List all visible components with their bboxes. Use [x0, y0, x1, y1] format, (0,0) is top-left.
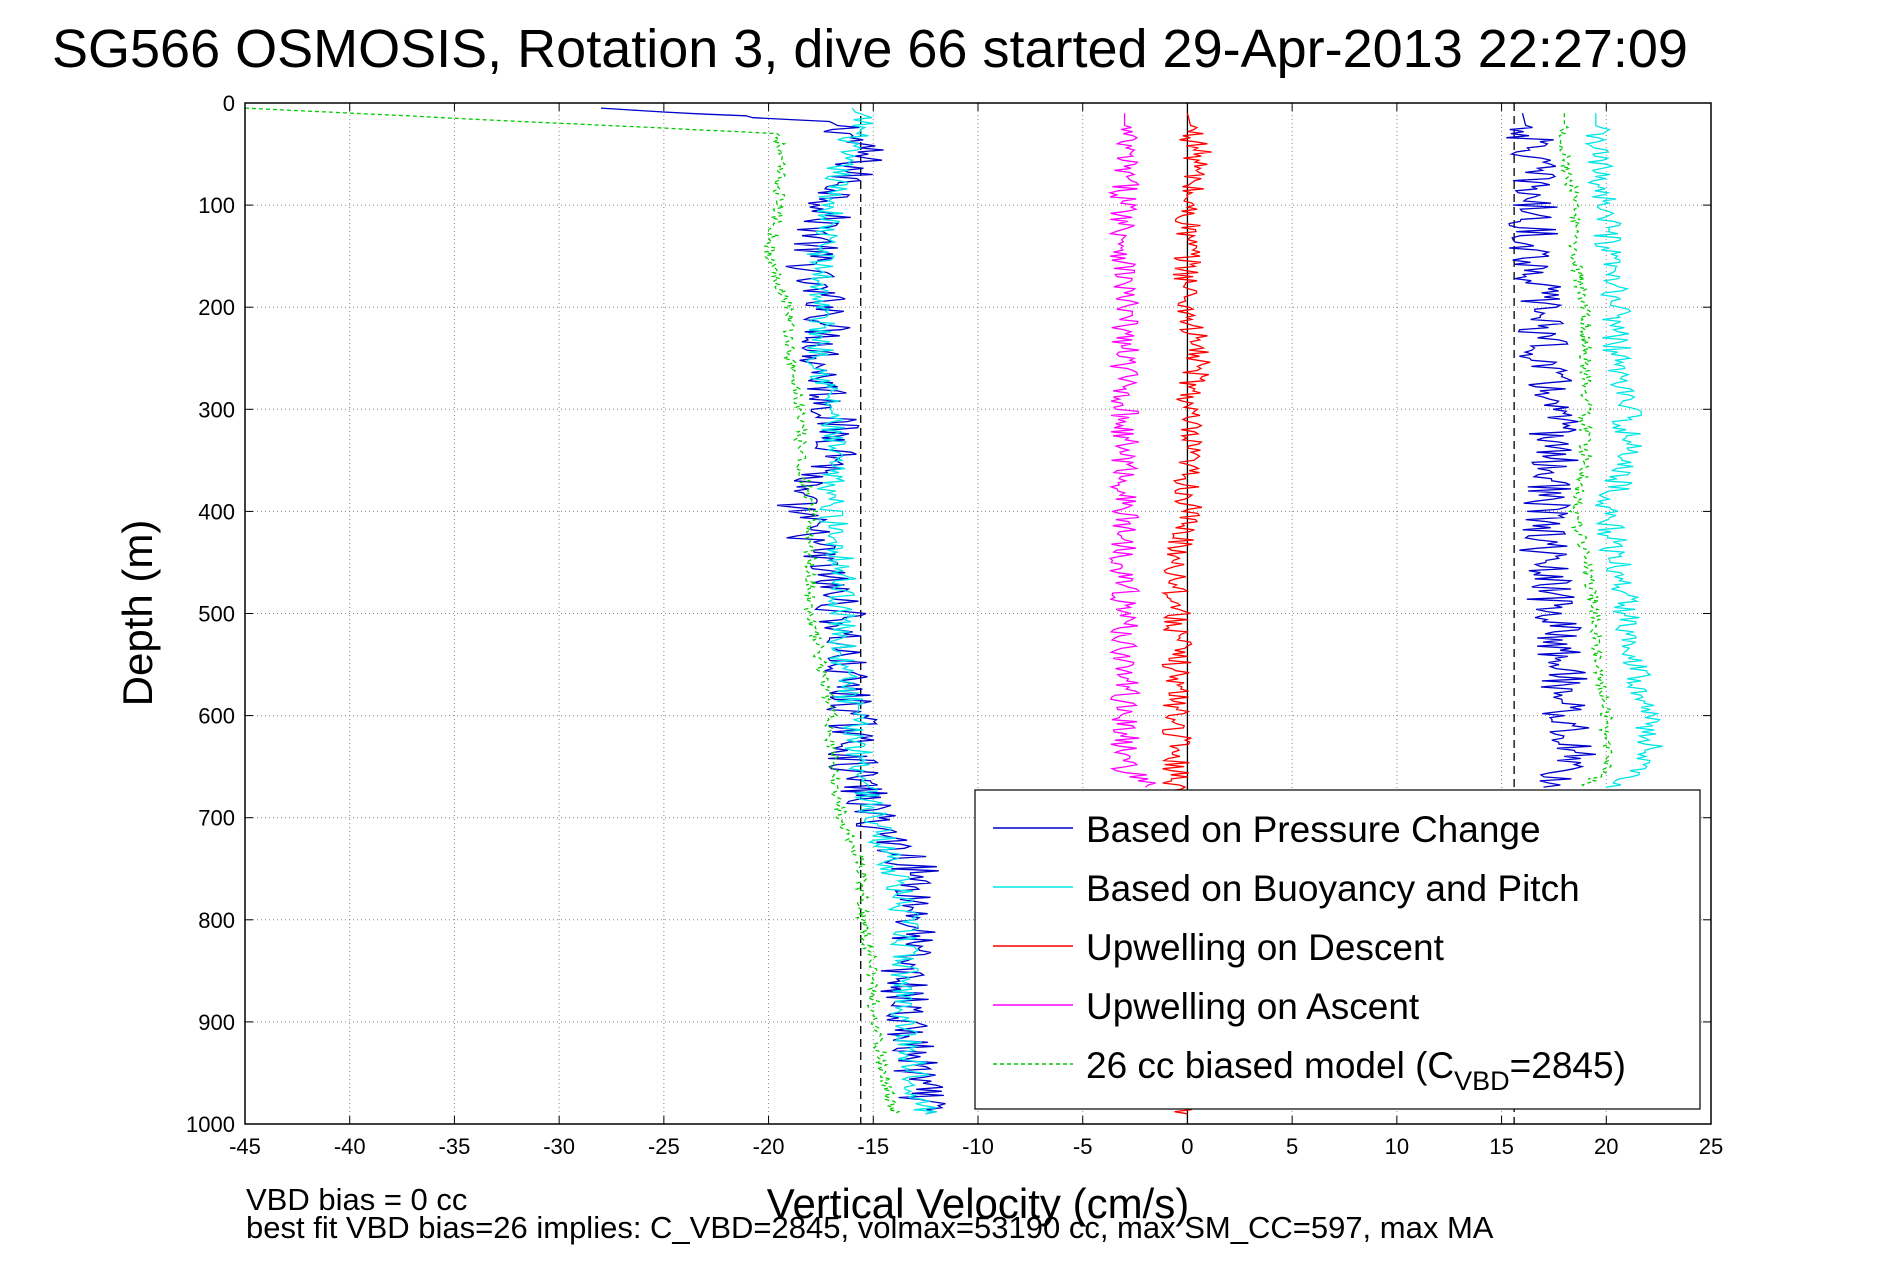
series-line: [1584, 113, 1663, 788]
x-tick-label: 15: [1489, 1134, 1513, 1159]
y-tick-label: 900: [198, 1010, 235, 1035]
x-tick-label: 0: [1181, 1134, 1193, 1159]
y-tick-label: 300: [198, 397, 235, 422]
series-line: [1107, 113, 1156, 788]
y-tick-label: 1000: [186, 1112, 235, 1137]
legend-box: [974, 789, 1701, 1110]
x-tick-label: -45: [229, 1134, 261, 1159]
x-axis-label: Vertical Velocity (cm/s): [767, 1180, 1189, 1227]
legend-items: Based on Pressure Change Based on Buoyanc…: [993, 809, 1626, 1096]
y-tick-label: 600: [198, 704, 235, 729]
annotation-vbd-bias: VBD bias = 0 cc: [246, 1182, 467, 1217]
x-tick-label: -30: [543, 1134, 575, 1159]
x-tick-label: -40: [334, 1134, 366, 1159]
y-axis-label: Depth (m): [114, 520, 161, 707]
series-line: [1506, 113, 1596, 788]
series-line: [806, 107, 938, 1115]
series-line: [600, 107, 946, 1115]
y-tick-label: 700: [198, 806, 235, 831]
x-tick-label: 10: [1385, 1134, 1409, 1159]
annotation-best-fit: best fit VBD bias=26 implies: C_VBD=2845…: [246, 1210, 1494, 1245]
x-tick-label: -35: [439, 1134, 471, 1159]
legend-label: Based on Pressure Change: [1086, 809, 1541, 850]
legend-label: Based on Buoyancy and Pitch: [1086, 868, 1580, 909]
legend: Based on Pressure Change Based on Buoyanc…: [974, 789, 1701, 1110]
legend-label: 26 cc biased model (CVBD=2845): [1086, 1045, 1626, 1096]
y-tick-label: 100: [198, 193, 235, 218]
x-tick-label: -5: [1073, 1134, 1093, 1159]
y-tick-label: 0: [223, 91, 235, 116]
series-line: [244, 107, 901, 1115]
x-tick-label: 25: [1699, 1134, 1723, 1159]
y-tick-label: 500: [198, 602, 235, 627]
y-tick-label: 800: [198, 908, 235, 933]
x-tick-label: -10: [962, 1134, 994, 1159]
y-tick-label: 400: [198, 499, 235, 524]
x-tick-label: -15: [857, 1134, 889, 1159]
y-axis-ticks: 0 100 200 300 400 500 600 700 800 900 1000: [186, 91, 1711, 1137]
series-line: [1557, 113, 1614, 788]
x-tick-label: 20: [1594, 1134, 1618, 1159]
y-tick-label: 200: [198, 295, 235, 320]
x-tick-label: -25: [648, 1134, 680, 1159]
x-tick-label: -20: [753, 1134, 785, 1159]
x-axis-ticks: -45 -40 -35 -30 -25 -20 -15 -10 -5 0 5 10 15 20 25: [229, 103, 1723, 1159]
legend-label: Upwelling on Ascent: [1086, 986, 1420, 1027]
legend-label: Upwelling on Descent: [1086, 927, 1445, 968]
chart-title: SG566 OSMOSIS, Rotation 3, dive 66 start…: [52, 19, 1688, 79]
x-tick-label: 5: [1286, 1134, 1298, 1159]
